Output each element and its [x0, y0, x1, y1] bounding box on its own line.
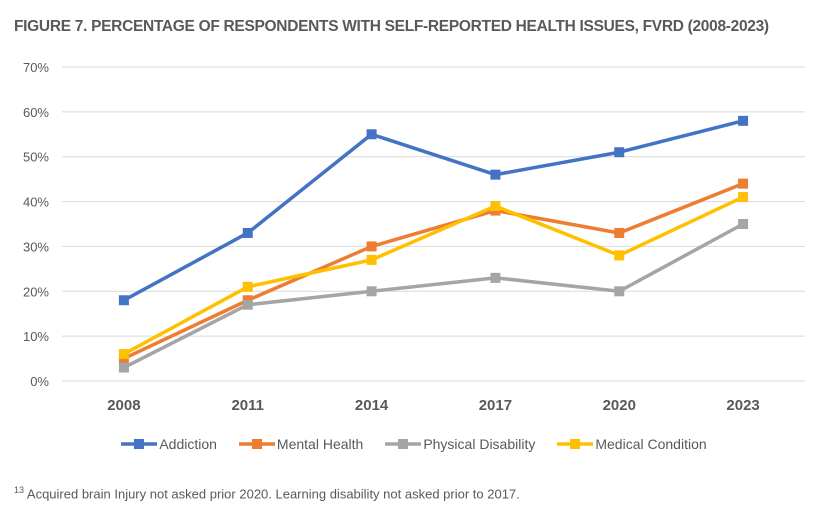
y-tick-label: 20% [23, 284, 49, 299]
data-point-medical-condition [490, 201, 501, 212]
data-point-medical-condition [614, 250, 625, 261]
line-chart: 0% 10% 20% 30% 40% 50% 60% 70% 2008 2011 2014 2017 2… [23, 60, 805, 414]
legend-label: Mental Health [276, 436, 364, 452]
x-tick-label: 2011 [231, 397, 264, 414]
legend-item-medical-condition: Medical Condition [557, 436, 707, 452]
data-point-medical-condition [366, 254, 377, 265]
legend-item-addiction: Addiction [121, 436, 217, 452]
legend-marker-icon [238, 439, 275, 449]
data-point-addiction [614, 147, 625, 158]
data-point-addiction [366, 129, 377, 140]
data-point-addiction [490, 169, 501, 180]
legend: Addiction Mental Health Physical Disabilit… [0, 436, 828, 452]
data-point-physical-disability [366, 286, 377, 297]
y-tick-label: 30% [23, 239, 49, 254]
y-tick-label: 40% [23, 195, 49, 210]
x-tick-label: 2014 [355, 397, 389, 414]
y-tick-label: 0% [30, 374, 49, 389]
x-tick-label: 2008 [107, 397, 140, 414]
series-line-medical-condition [123, 195, 744, 356]
legend-marker-icon [121, 439, 158, 449]
legend-label: Medical Condition [595, 436, 707, 452]
legend-marker-icon [385, 439, 422, 449]
legend-marker-icon [557, 439, 594, 449]
data-point-addiction [242, 227, 253, 238]
series-line-mental-health [123, 182, 744, 361]
data-point-physical-disability [490, 272, 501, 283]
x-tick-label: 2017 [479, 397, 512, 414]
series-line-physical-disability [123, 222, 744, 370]
y-tick-label: 70% [23, 60, 49, 75]
y-tick-label: 50% [23, 150, 49, 165]
legend-label: Addiction [159, 436, 217, 452]
data-point-addiction [118, 295, 129, 306]
y-tick-label: 60% [23, 105, 49, 120]
data-point-physical-disability [242, 299, 253, 310]
chart-title: FIGURE 7. PERCENTAGE OF RESPONDENTS WITH… [14, 18, 769, 35]
footnote-text: Acquired brain Injury not asked prior 20… [24, 486, 520, 502]
data-point-physical-disability [118, 362, 129, 373]
y-tick-label: 10% [23, 329, 49, 344]
data-point-mental-health [614, 227, 625, 238]
series-line-addiction [123, 119, 744, 302]
data-point-medical-condition [242, 281, 253, 292]
legend-item-physical-disability: Physical Disability [385, 436, 535, 452]
x-tick-label: 2023 [726, 397, 759, 414]
footnote-marker: 13 [14, 485, 25, 495]
data-point-medical-condition [738, 192, 749, 203]
x-tick-label: 2020 [603, 397, 636, 414]
data-point-mental-health [738, 178, 749, 189]
data-point-physical-disability [614, 286, 625, 297]
footnote: 13 Acquired brain Injury not asked prior… [14, 485, 520, 501]
legend-label: Physical Disability [423, 436, 536, 452]
data-point-physical-disability [738, 219, 749, 229]
data-point-medical-condition [118, 349, 129, 360]
legend-item-mental-health: Mental Health [238, 436, 364, 452]
data-point-mental-health [366, 241, 377, 252]
data-point-addiction [738, 115, 749, 126]
